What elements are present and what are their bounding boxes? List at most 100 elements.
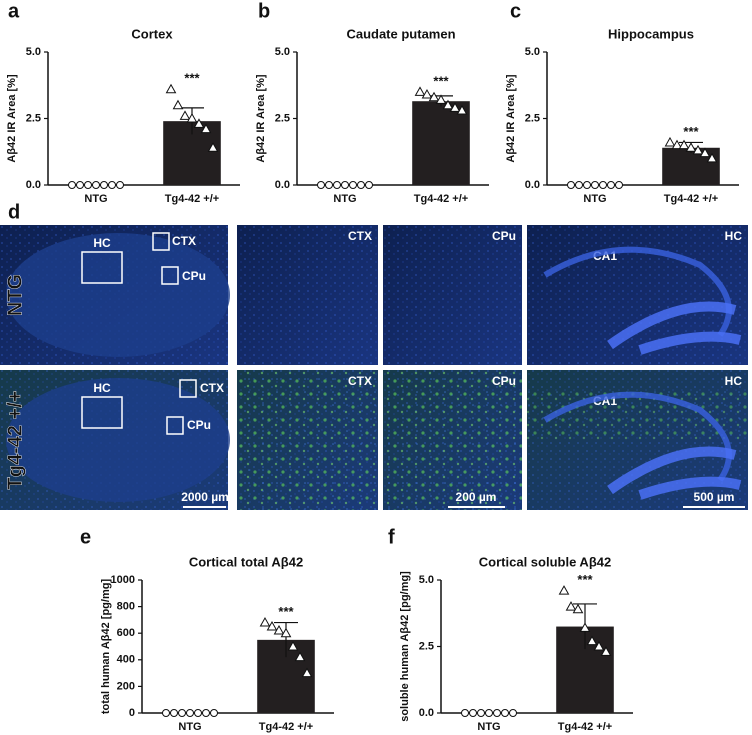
data-point — [68, 181, 76, 189]
x-tick-label: Tg4-42 +/+ — [259, 721, 313, 733]
data-point — [165, 83, 177, 94]
data-point — [579, 622, 591, 632]
data-point — [259, 617, 271, 627]
data-point — [593, 640, 605, 651]
y-tick-label: 0.0 — [275, 179, 290, 191]
data-point — [202, 709, 210, 717]
panel-letter: f — [388, 526, 395, 548]
bar — [662, 147, 720, 185]
y-axis-label: soluble human Aβ42 [pg/mg] — [399, 571, 411, 722]
data-point — [699, 147, 711, 158]
data-point — [287, 640, 299, 651]
data-point — [615, 181, 623, 189]
region-box — [166, 416, 184, 435]
data-point — [266, 621, 278, 631]
significance: *** — [184, 71, 200, 86]
data-point — [414, 86, 426, 96]
x-tick-label: NTG — [477, 721, 500, 733]
data-point — [575, 181, 583, 189]
data-point — [477, 709, 485, 717]
data-point — [179, 110, 191, 120]
y-tick-label: 5.0 — [275, 46, 290, 58]
x-tick-label: Tg4-42 +/+ — [664, 193, 718, 205]
data-point — [210, 709, 218, 717]
data-point — [678, 139, 690, 150]
chart-title: Hippocampus — [608, 26, 694, 41]
data-point — [333, 181, 341, 189]
data-point — [435, 94, 447, 104]
data-point — [586, 635, 598, 646]
data-point — [92, 181, 100, 189]
region-box — [161, 266, 179, 285]
region-label: CTX — [348, 229, 372, 243]
region-label: HC — [725, 229, 743, 243]
y-axis-label: Aβ42 IR Area [%] — [505, 74, 517, 163]
data-point — [100, 181, 108, 189]
y-tick-label: 2.5 — [419, 640, 434, 652]
data-point — [421, 89, 433, 99]
chart-title: Caudate putamen — [346, 26, 455, 41]
y-tick-label: 0.0 — [26, 179, 41, 191]
panel-letter: d — [8, 201, 20, 223]
region-box — [81, 396, 123, 429]
y-axis-label: Aβ42 IR Area [%] — [6, 74, 18, 163]
region-label: CPu — [182, 269, 206, 283]
data-point — [365, 181, 373, 189]
data-point — [108, 181, 116, 189]
brain-section — [6, 378, 230, 502]
data-point — [706, 152, 718, 163]
significance: *** — [433, 73, 449, 88]
significance: *** — [683, 124, 699, 139]
region-label: CTX — [200, 381, 224, 395]
bar-chart: f Cortical soluble Aβ42 soluble human Aβ42… — [388, 526, 633, 733]
region-label: CTX — [348, 374, 372, 388]
x-tick-label: Tg4-42 +/+ — [414, 193, 468, 205]
y-tick-label: 2.5 — [26, 112, 41, 124]
data-point — [572, 603, 584, 614]
x-tick-label: Tg4-42 +/+ — [558, 721, 612, 733]
data-point — [280, 627, 292, 638]
data-point — [357, 181, 365, 189]
scale-bar-label: 500 µm — [694, 490, 735, 504]
data-point — [200, 123, 212, 134]
data-point — [207, 142, 219, 152]
y-axis-label: total human Aβ42 [pg/mg] — [100, 579, 112, 715]
y-tick-label: 5.0 — [525, 46, 540, 58]
x-tick-label: NTG — [178, 721, 201, 733]
bar-chart: b Caudate putamen Aβ42 IR Area [%] 0.0 2.5 5.… — [255, 0, 489, 205]
row-label: NTG — [4, 274, 26, 316]
data-point — [685, 142, 697, 152]
region-box — [81, 251, 123, 284]
plaque-signal — [237, 370, 378, 510]
panel-letter: e — [80, 526, 91, 548]
y-tick-label: 200 — [117, 680, 135, 692]
row-label: Tg4-42 +/+ — [4, 391, 26, 490]
data-point — [170, 709, 178, 717]
data-point — [194, 709, 202, 717]
scale-bar-label: 200 µm — [456, 490, 497, 504]
y-tick-label: 5.0 — [26, 46, 41, 58]
data-point — [186, 112, 198, 123]
y-tick-label: 0.0 — [419, 707, 434, 719]
y-tick-label: 0 — [129, 707, 135, 719]
data-point — [341, 181, 349, 189]
x-tick-label: Tg4-42 +/+ — [165, 193, 219, 205]
data-point — [162, 709, 170, 717]
region-label: HC — [93, 381, 111, 395]
data-point — [193, 118, 205, 128]
chart-title: Cortex — [131, 26, 173, 41]
significance: *** — [577, 572, 593, 587]
scale-bar-label: 2000 µm — [181, 490, 229, 504]
panel-letter: a — [8, 0, 20, 22]
y-tick-label: 0.0 — [525, 179, 540, 191]
chart-title: Cortical total Aβ42 — [189, 554, 303, 569]
region-label: HC — [725, 374, 743, 388]
x-tick-label: NTG — [583, 193, 606, 205]
plaque-signal — [383, 370, 522, 510]
data-point — [317, 181, 325, 189]
data-point — [294, 651, 306, 662]
y-tick-label: 2.5 — [275, 112, 290, 124]
bar-chart: c Hippocampus Aβ42 IR Area [%] 0.0 2.5 5.0 NTG… — [505, 0, 739, 205]
